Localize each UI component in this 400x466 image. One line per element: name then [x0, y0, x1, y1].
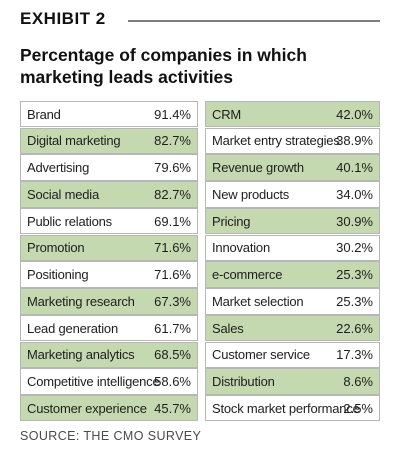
- exhibit-label: EXHIBIT 2: [20, 9, 106, 28]
- table-row: Marketing research 67.3%: [20, 288, 198, 315]
- table-row: Market entry strategies 38.9%: [205, 127, 380, 155]
- row-label: Market selection: [212, 293, 304, 309]
- table-row: Innovation 30.2%: [205, 234, 380, 262]
- row-label: Promotion: [27, 240, 85, 256]
- row-label: Innovation: [212, 240, 270, 256]
- table-row: Advertising 79.6%: [20, 154, 198, 181]
- table-row: Positioning 71.6%: [20, 261, 198, 288]
- row-value: 2.5%: [343, 400, 373, 416]
- row-value: 79.6%: [154, 160, 191, 176]
- table-row: Customer experience 45.7%: [20, 395, 198, 422]
- row-label: Pricing: [212, 213, 251, 229]
- row-label: Competitive intelligence: [27, 374, 160, 390]
- row-value: 25.3%: [336, 267, 373, 283]
- row-value: 69.1%: [154, 213, 191, 229]
- row-label: Advertising: [27, 160, 90, 176]
- row-value: 71.6%: [154, 267, 191, 283]
- row-value: 34.0%: [336, 186, 373, 202]
- row-value: 45.7%: [154, 400, 191, 416]
- row-value: 68.5%: [154, 347, 191, 363]
- row-label: Marketing research: [27, 293, 135, 309]
- row-value: 17.3%: [336, 347, 373, 363]
- row-label: Lead generation: [27, 320, 118, 336]
- table-row: Distribution 8.6%: [205, 368, 380, 395]
- row-label: Digital marketing: [27, 133, 121, 149]
- row-label: Public relations: [27, 213, 112, 229]
- row-label: Stock market performance: [212, 400, 360, 416]
- row-value: 40.1%: [336, 160, 373, 176]
- row-value: 30.2%: [336, 240, 373, 256]
- row-value: 82.7%: [154, 186, 191, 202]
- row-label: Positioning: [27, 267, 89, 283]
- table-row: Lead generation 61.7%: [20, 314, 198, 342]
- table-row: Social media 82.7%: [20, 181, 198, 208]
- row-label: Marketing analytics: [27, 347, 135, 363]
- row-value: 38.9%: [336, 133, 373, 149]
- table-row: Market selection 25.3%: [205, 288, 380, 315]
- table-row: Competitive intelligence 58.6%: [20, 368, 198, 395]
- table-row: Stock market performance 2.5%: [205, 395, 380, 422]
- row-value: 82.7%: [154, 133, 191, 149]
- row-label: Social media: [27, 186, 100, 202]
- table-row: Promotion 71.6%: [20, 234, 198, 262]
- row-label: e-commerce: [212, 267, 283, 283]
- row-label: Sales: [212, 320, 244, 336]
- table-row: Public relations 69.1%: [20, 207, 198, 235]
- row-value: 42.0%: [336, 106, 373, 122]
- row-label: New products: [212, 186, 290, 202]
- row-value: 30.9%: [336, 213, 373, 229]
- table-row: CRM 42.0%: [205, 101, 380, 128]
- table-row: e-commerce 25.3%: [205, 261, 380, 288]
- chart-title: Percentage of companies in which marketi…: [20, 45, 307, 87]
- row-label: Market entry strategies: [212, 133, 340, 149]
- table-row: Sales 22.6%: [205, 314, 380, 342]
- table-row: Revenue growth 40.1%: [205, 154, 380, 181]
- row-label: CRM: [212, 106, 242, 122]
- table-row: Customer service 17.3%: [205, 341, 380, 368]
- row-label: Customer service: [212, 347, 310, 363]
- exhibit-header: EXHIBIT 2: [0, 0, 400, 30]
- row-value: 58.6%: [154, 374, 191, 390]
- source-note: SOURCE: THE CMO SURVEY: [20, 429, 202, 443]
- table-row: New products 34.0%: [205, 181, 380, 208]
- row-value: 22.6%: [336, 320, 373, 336]
- row-label: Brand: [27, 106, 61, 122]
- row-value: 25.3%: [336, 293, 373, 309]
- table-column-right: CRM 42.0% Market entry strategies 38.9% Reve…: [205, 101, 380, 422]
- row-label: Customer experience: [27, 400, 147, 416]
- table-row: Marketing analytics 68.5%: [20, 341, 198, 368]
- table-row: Digital marketing 82.7%: [20, 127, 198, 155]
- row-value: 91.4%: [154, 106, 191, 122]
- table-column-left: Brand 91.4% Digital marketing 82.7% Advertis…: [20, 101, 198, 422]
- header-rule: [128, 20, 380, 22]
- table-row: Pricing 30.9%: [205, 207, 380, 235]
- table-row: Brand 91.4%: [20, 101, 198, 128]
- row-value: 71.6%: [154, 240, 191, 256]
- row-value: 67.3%: [154, 293, 191, 309]
- row-label: Revenue growth: [212, 160, 304, 176]
- row-label: Distribution: [212, 374, 275, 390]
- row-value: 61.7%: [154, 320, 191, 336]
- row-value: 8.6%: [343, 374, 373, 390]
